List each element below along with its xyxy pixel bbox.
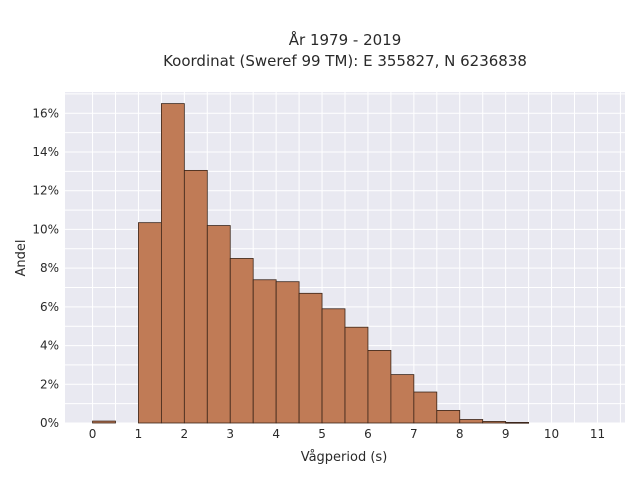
histogram-bar [183,169,208,424]
histogram-bar [229,258,254,424]
histogram-bar [459,419,484,424]
x-tick-label: 0 [89,427,97,441]
x-tick-label: 8 [456,427,464,441]
bars-group [92,103,530,424]
y-axis-label: Andel [14,240,29,277]
histogram-bar [275,281,300,424]
histogram-bar [505,422,530,424]
histogram-bar [344,326,369,424]
y-axis-ticks: 0% 2% 4% 6% 8% 10% 12% 14% 16% [32,106,59,430]
x-tick-label: 7 [410,427,418,441]
y-tick-label: 12% [32,184,59,198]
x-tick-label: 10 [544,427,559,441]
chart-subtitle: Koordinat (Sweref 99 TM): E 355827, N 62… [163,52,527,70]
y-tick-label: 4% [40,339,59,353]
histogram-bar [138,222,162,424]
histogram-bar [367,350,392,424]
y-tick-label: 2% [40,377,59,391]
histogram-bar [92,420,116,424]
x-axis-label: Vågperiod (s) [301,450,388,465]
histogram-bar [252,279,277,424]
y-tick-label: 0% [40,416,59,430]
y-tick-label: 16% [32,106,59,120]
x-tick-label: 2 [181,427,189,441]
histogram-bar [390,374,415,424]
y-tick-label: 14% [32,145,59,159]
histogram-bar [436,410,461,424]
y-tick-label: 8% [40,261,59,275]
chart-title: År 1979 - 2019 [289,30,402,49]
histogram-bar [321,308,346,424]
y-tick-label: 10% [32,222,59,236]
x-tick-label: 3 [226,427,234,441]
x-tick-label: 9 [502,427,510,441]
y-tick-label: 6% [40,300,59,314]
x-tick-label: 1 [135,427,143,441]
histogram-bar [413,391,438,424]
x-tick-label: 11 [590,427,605,441]
x-tick-label: 6 [364,427,372,441]
histogram-bar [160,103,185,424]
histogram-bar [206,225,231,424]
x-axis-ticks: 0 1 2 3 4 5 6 7 8 9 10 11 [89,427,605,441]
x-tick-label: 5 [318,427,326,441]
histogram-bar [298,292,323,424]
x-tick-label: 4 [272,427,280,441]
histogram-bar [482,421,507,424]
